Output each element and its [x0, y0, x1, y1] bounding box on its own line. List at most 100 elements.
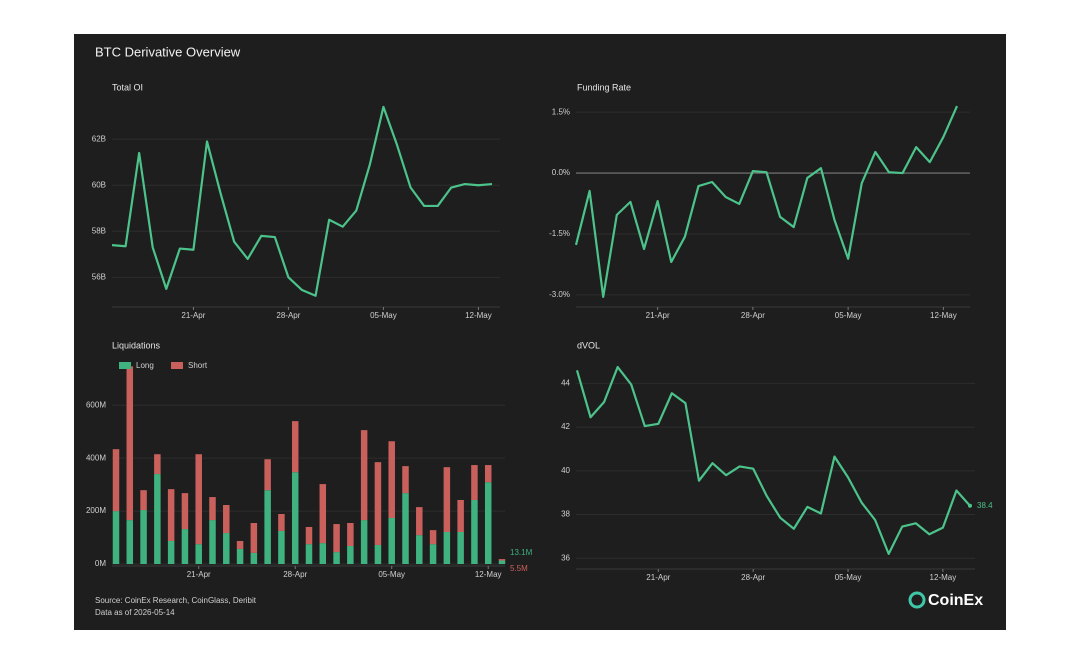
x-tick-label: 05-May	[835, 311, 862, 320]
y-tick-label: 400M	[86, 453, 106, 462]
page-title: BTC Derivative Overview	[95, 44, 241, 59]
bar	[416, 507, 423, 536]
bar	[278, 530, 285, 564]
x-tick-label: 05-May	[370, 311, 397, 320]
y-tick-label: 38	[561, 510, 570, 519]
bar	[374, 544, 382, 564]
bar	[181, 529, 189, 564]
y-tick-label: 0M	[95, 559, 106, 568]
chart-title: dVOL	[577, 340, 600, 350]
bar	[305, 544, 313, 564]
bar	[443, 467, 451, 532]
bar	[112, 449, 120, 512]
y-tick-label: -1.5%	[549, 229, 570, 238]
bar	[264, 459, 271, 491]
y-tick-label: -3.0%	[549, 290, 570, 299]
bar	[498, 559, 506, 561]
x-tick-label: 28-Apr	[741, 573, 765, 582]
bar	[333, 524, 340, 553]
x-tick-label: 12-May	[475, 570, 502, 579]
bar	[388, 517, 395, 564]
bar	[457, 499, 464, 532]
bar	[223, 533, 230, 564]
bar	[195, 454, 202, 545]
bar	[388, 441, 395, 518]
bar	[457, 531, 464, 564]
x-tick-label: 21-Apr	[646, 573, 670, 582]
x-tick-label: 12-May	[930, 311, 957, 320]
y-tick-label: 44	[561, 379, 570, 388]
bar	[181, 493, 189, 530]
y-tick-label: 40	[561, 466, 570, 475]
logo: CoinEx	[908, 591, 983, 609]
x-tick-label: 28-Apr	[741, 311, 765, 320]
bar	[498, 560, 506, 564]
x-tick-label: 12-May	[930, 573, 957, 582]
y-tick-label: 42	[561, 422, 570, 431]
bar	[278, 513, 285, 531]
logo-icon	[908, 591, 926, 609]
bar	[429, 544, 437, 564]
date-note: Data as of 2026-05-14	[95, 608, 175, 617]
bar	[360, 520, 368, 564]
x-tick-label: 21-Apr	[181, 311, 205, 320]
y-tick-label: 1.5%	[552, 107, 570, 116]
bar	[167, 489, 175, 541]
bar	[333, 552, 340, 564]
y-tick-label: 36	[561, 553, 570, 562]
chart-title: Liquidations	[112, 340, 161, 350]
legend-swatch	[171, 362, 183, 369]
x-tick-label: 21-Apr	[646, 311, 670, 320]
line	[574, 105, 959, 298]
bar	[209, 497, 216, 521]
end-dot	[968, 503, 972, 508]
bar	[140, 490, 147, 511]
x-tick-label: 12-May	[465, 311, 492, 320]
bar	[236, 540, 244, 549]
y-tick-label: 56B	[92, 272, 106, 281]
bar	[291, 421, 299, 473]
bar	[347, 546, 354, 564]
bar	[360, 430, 368, 521]
bar	[264, 490, 271, 564]
bar	[471, 465, 478, 500]
bar	[250, 522, 258, 553]
y-tick-label: 62B	[92, 134, 106, 143]
bar	[195, 544, 202, 564]
bar	[402, 466, 409, 494]
bar	[402, 493, 409, 564]
chart-title: Total OI	[112, 82, 143, 92]
x-tick-label: 05-May	[378, 570, 405, 579]
end-label: 38.4	[977, 501, 993, 510]
bar	[250, 552, 258, 564]
bar	[374, 462, 382, 545]
y-tick-label: 58B	[92, 226, 106, 235]
y-tick-label: 60B	[92, 180, 106, 189]
chart-title: Funding Rate	[577, 82, 631, 92]
bar	[319, 543, 327, 564]
line	[111, 105, 493, 297]
bar	[429, 530, 437, 545]
value-label: 5.5M	[510, 564, 528, 573]
bar	[140, 510, 147, 564]
x-tick-label: 21-Apr	[187, 570, 211, 579]
bar	[112, 511, 120, 564]
bar	[291, 472, 299, 564]
bar	[416, 535, 423, 564]
legend-label: Long	[136, 361, 154, 370]
bar	[167, 540, 175, 564]
bar	[471, 499, 478, 564]
legend-swatch	[119, 362, 131, 369]
source: Source: CoinEx Research, CoinGlass, Deri…	[95, 596, 257, 605]
bar	[443, 531, 451, 564]
bar	[154, 454, 161, 475]
value-label: 13.1M	[510, 548, 533, 557]
y-tick-label: 600M	[86, 400, 106, 409]
line	[575, 365, 971, 555]
bar	[484, 482, 492, 564]
x-tick-label: 28-Apr	[283, 570, 307, 579]
bar	[484, 465, 492, 483]
legend-label: Short	[188, 361, 208, 370]
bar	[305, 526, 313, 545]
